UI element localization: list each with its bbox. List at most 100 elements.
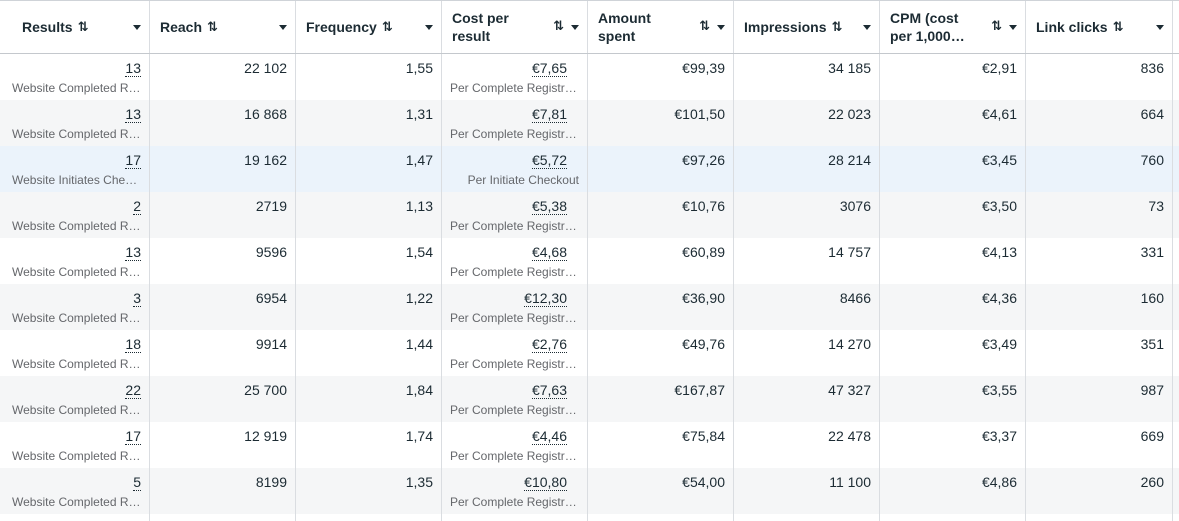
impressions-cell: 47 327 <box>734 376 880 422</box>
sort-icon[interactable]: ⇅ <box>381 19 393 34</box>
sort-icon[interactable]: ⇅ <box>207 19 218 34</box>
link-clicks-cell: 260 <box>1026 468 1173 514</box>
results-cell: 13 Website Completed Registrations <box>0 54 150 100</box>
results-value-link[interactable]: 2 <box>133 198 141 215</box>
cost-per-result-cell: €4,46 Per Complete Registration <box>442 422 588 468</box>
table-row[interactable]: 17 Website Initiates Checkout 19 162 1,47 €5… <box>0 146 1179 192</box>
cpm-cell: €3,50 <box>880 192 1026 238</box>
cost-per-result-link[interactable]: €7,81 <box>531 106 567 123</box>
cost-per-result-link[interactable]: €4,68 <box>531 244 567 261</box>
reach-cell: 6954 <box>150 284 296 330</box>
sort-icon[interactable]: ⇅ <box>831 19 842 34</box>
reach-value: 16 868 <box>244 106 287 122</box>
amount-spent-value: €36,90 <box>682 290 725 306</box>
impressions-cell: 14 757 <box>734 238 880 284</box>
sort-icon[interactable]: ⇅ <box>553 18 564 33</box>
column-header-frequency[interactable]: Frequency ⇅ <box>296 1 442 53</box>
column-header-reach[interactable]: Reach ⇅ <box>150 1 296 53</box>
frequency-cell: 1,55 <box>296 54 442 100</box>
impressions-cell: 3076 <box>734 192 880 238</box>
impressions-value: 14 757 <box>828 244 871 260</box>
sort-icon[interactable]: ⇅ <box>77 19 89 34</box>
amount-spent-value: €101,50 <box>674 106 725 122</box>
frequency-value: 1,13 <box>405 198 433 214</box>
column-header-label: Results <box>22 19 73 35</box>
results-cell: 18 Website Completed Registrations <box>0 330 150 376</box>
link-clicks-value: 664 <box>1140 106 1164 122</box>
link-clicks-value: 351 <box>1140 336 1164 352</box>
column-header-cost-per-result[interactable]: Cost per result ⇅ <box>442 1 588 53</box>
table-row[interactable]: 17 Website Completed Registrations 12 919 1… <box>0 422 1179 468</box>
column-header-link-clicks[interactable]: Link clicks ⇅ <box>1026 1 1173 53</box>
column-header-label: Impressions <box>744 19 827 35</box>
cost-per-result-link[interactable]: €5,38 <box>531 198 567 215</box>
chevron-down-icon[interactable] <box>133 25 141 30</box>
column-header-cpm[interactable]: CPM (cost per 1,000… ⇅ <box>880 1 1026 53</box>
cpm-cell: €4,13 <box>880 238 1026 284</box>
result-type-label: Website Completed Registrations <box>12 449 141 463</box>
cost-per-result-type-label: Per Complete Registration <box>450 357 579 371</box>
table-row[interactable]: 13 Website Completed Registrations 22 102 1… <box>0 54 1179 100</box>
cost-per-result-type-label: Per Complete Registration <box>450 81 579 95</box>
chevron-down-icon[interactable] <box>425 25 433 30</box>
chevron-down-icon[interactable] <box>571 25 579 30</box>
results-value-link[interactable]: 17 <box>125 152 141 169</box>
link-clicks-value: 836 <box>1140 60 1164 76</box>
impressions-value: 34 185 <box>828 60 871 76</box>
table-row[interactable]: 22 Website Completed Registrations 25 700 1… <box>0 376 1179 422</box>
results-value-link[interactable]: 13 <box>125 106 141 123</box>
results-value-link[interactable]: 22 <box>125 382 141 399</box>
column-header-amount-spent[interactable]: Amount spent ⇅ <box>588 1 734 53</box>
results-value-link[interactable]: 3 <box>133 290 141 307</box>
table-row[interactable]: 5 Website Completed Registrations 8199 1,35… <box>0 468 1179 514</box>
cost-per-result-cell: €7,81 Per Complete Registration <box>442 100 588 146</box>
impressions-value: 11 100 <box>829 474 871 490</box>
table-row[interactable]: 2 Website Completed Registrations 2719 1,13… <box>0 192 1179 238</box>
reach-value: 8199 <box>255 474 287 490</box>
column-header-results[interactable]: Results ⇅ <box>0 1 150 53</box>
chevron-down-icon[interactable] <box>863 25 871 30</box>
cost-per-result-link[interactable]: €12,30 <box>524 290 567 307</box>
chevron-down-icon[interactable] <box>717 25 725 30</box>
results-value-link[interactable]: 13 <box>125 244 141 261</box>
cpm-value: €4,13 <box>981 244 1017 260</box>
chevron-down-icon[interactable] <box>1009 25 1017 30</box>
sort-icon[interactable]: ⇅ <box>699 18 710 33</box>
chevron-down-icon[interactable] <box>1156 25 1164 30</box>
impressions-cell: 8466 <box>734 284 880 330</box>
reach-value: 22 102 <box>244 60 287 76</box>
cost-per-result-link[interactable]: €5,72 <box>531 152 567 169</box>
cost-per-result-link[interactable]: €7,63 <box>531 382 567 399</box>
table-row[interactable]: 13 Website Completed Registrations 16 868 1… <box>0 100 1179 146</box>
results-value-link[interactable]: 13 <box>125 60 141 77</box>
chevron-down-icon[interactable] <box>279 25 287 30</box>
amount-spent-cell: €49,76 <box>588 330 734 376</box>
results-value-link[interactable]: 5 <box>133 474 141 491</box>
table-row[interactable]: 18 Website Completed Registrations 9914 1,4… <box>0 330 1179 376</box>
amount-spent-value: €167,87 <box>674 382 725 398</box>
results-value-link[interactable]: 18 <box>125 336 141 353</box>
reach-cell: 22 102 <box>150 54 296 100</box>
cost-per-result-type-label: Per Complete Registration <box>450 449 579 463</box>
sort-icon[interactable]: ⇅ <box>991 18 1002 33</box>
reach-cell: 16 868 <box>150 100 296 146</box>
cpm-value: €4,86 <box>981 474 1017 490</box>
table-row[interactable]: 3 Website Completed Registrations 6954 1,22… <box>0 284 1179 330</box>
cost-per-result-link[interactable]: €2,76 <box>531 336 567 353</box>
column-header-impressions[interactable]: Impressions ⇅ <box>734 1 880 53</box>
amount-spent-value: €54,00 <box>682 474 725 490</box>
cost-per-result-link[interactable]: €10,80 <box>524 474 567 491</box>
results-cell: 3 Website Completed Registrations <box>0 284 150 330</box>
cost-per-result-link[interactable]: €4,46 <box>531 428 567 445</box>
impressions-value: 22 478 <box>828 428 871 444</box>
link-clicks-value: 331 <box>1140 244 1164 260</box>
impressions-cell: 11 100 <box>734 468 880 514</box>
frequency-cell: 1,84 <box>296 376 442 422</box>
cost-per-result-link[interactable]: €7,65 <box>531 60 567 77</box>
result-type-label: Website Completed Registrations <box>12 127 141 141</box>
sort-icon[interactable]: ⇅ <box>1112 19 1124 34</box>
link-clicks-cell: 987 <box>1026 376 1173 422</box>
table-row[interactable]: 13 Website Completed Registrations 9596 1,5… <box>0 238 1179 284</box>
frequency-value: 1,54 <box>405 244 433 260</box>
results-value-link[interactable]: 17 <box>125 428 141 445</box>
